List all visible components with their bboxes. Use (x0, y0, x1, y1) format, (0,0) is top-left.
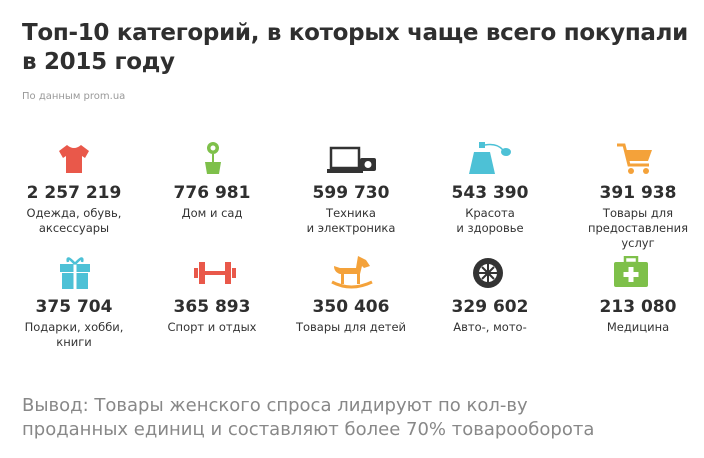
icon-perfume (469, 142, 511, 174)
item-value: 2 257 219 (26, 183, 122, 203)
item-label: Одежда, обувь, (26, 206, 122, 220)
icon-flower (205, 142, 221, 174)
icon-dumbbell (194, 262, 236, 284)
icon-gift (60, 257, 90, 289)
item-label: Красота (465, 206, 515, 220)
title: Топ-10 категорий, в которых чаще всего п… (22, 20, 688, 46)
item-value: 213 080 (599, 297, 677, 317)
item-value: 599 730 (312, 183, 390, 203)
item-label: Авто-, мото- (453, 320, 527, 334)
item-label: предоставления (587, 221, 689, 235)
conclusion: проданных единиц и составляют более 70% … (22, 419, 595, 440)
item-label: Дом и сад (181, 206, 243, 220)
title: в 2015 году (22, 49, 175, 75)
item-label: аксессуары (38, 221, 110, 235)
item-label: Товары для (602, 206, 674, 220)
item-label: и электроника (306, 221, 396, 235)
item-value: 776 981 (173, 183, 251, 203)
item-value: 375 704 (35, 297, 113, 317)
icon-rocking-horse (331, 256, 373, 289)
item-value: 365 893 (173, 297, 251, 317)
icon-wheel (473, 258, 503, 288)
source: По данным prom.ua (22, 91, 126, 102)
conclusion: Вывод: Товары женского спроса лидируют п… (22, 395, 528, 416)
item-label: и здоровье (456, 221, 524, 235)
item-value: 543 390 (451, 183, 529, 203)
item-label: Медицина (606, 320, 670, 334)
item-label: Подарки, хобби, (24, 320, 124, 334)
icon-shirt (59, 145, 89, 173)
item-label: Техника (326, 206, 376, 220)
item-value: 329 602 (451, 297, 529, 317)
icon-medkit (614, 256, 648, 287)
item-value: 391 938 (599, 183, 677, 203)
item-label: услуг (621, 236, 655, 250)
icon-cart (617, 143, 652, 174)
item-label: Товары для детей (295, 320, 407, 334)
item-value: 350 406 (312, 297, 390, 317)
item-label: книги (56, 335, 92, 349)
icon-laptop (327, 146, 376, 173)
item-label: Спорт и отдых (167, 320, 257, 334)
